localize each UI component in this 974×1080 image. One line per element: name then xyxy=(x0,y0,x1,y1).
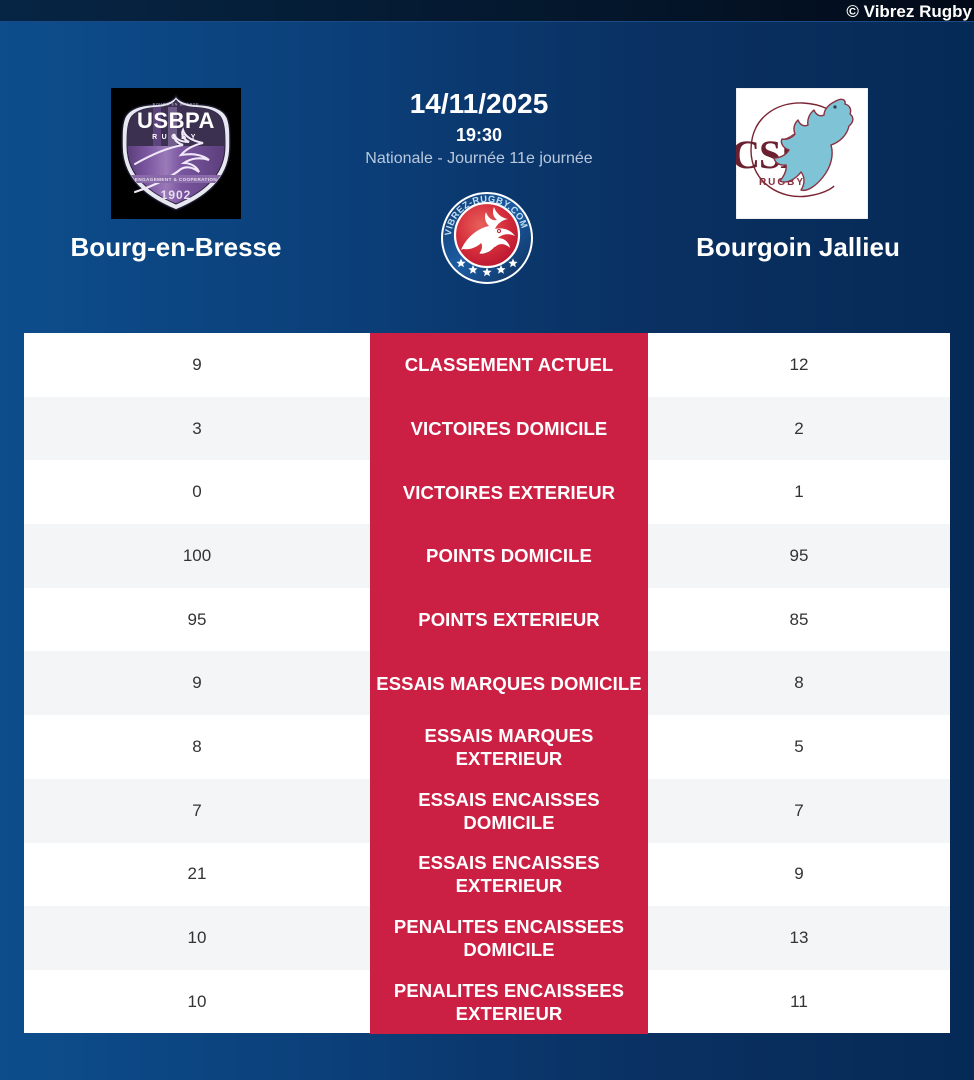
svg-text:1902: 1902 xyxy=(161,188,192,202)
svg-text:ENGAGEMENT & COOPERATION: ENGAGEMENT & COOPERATION xyxy=(135,177,218,182)
svg-text:USBPA: USBPA xyxy=(137,108,215,133)
svg-text:BOURG EN BRESSE: BOURG EN BRESSE xyxy=(153,103,200,107)
